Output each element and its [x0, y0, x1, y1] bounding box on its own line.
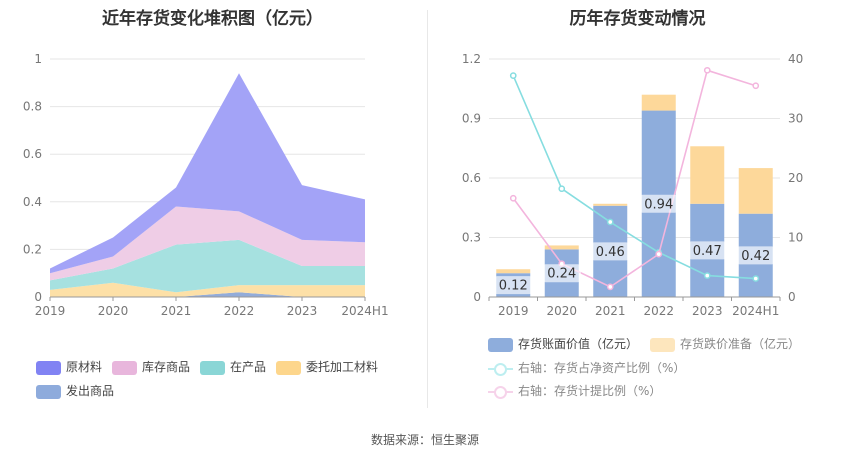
legend-item-raw-materials[interactable]: 原材料 [36, 359, 102, 375]
data-label: 0.42 [741, 249, 770, 264]
y-tick-label: 0.6 [23, 147, 42, 161]
legend-swatch [200, 360, 225, 375]
legend-label: 右轴：存货占净资产比例（%） [518, 361, 686, 375]
bar-impairment [641, 94, 676, 111]
line-point [703, 66, 711, 74]
bar-impairment [496, 269, 531, 274]
legend-label: 委托加工材料 [306, 360, 379, 374]
legend-swatch [650, 337, 675, 352]
legend-item-impairment[interactable]: 存货跌价准备（亿元） [650, 336, 800, 352]
line-point [752, 82, 760, 90]
line-point [655, 250, 663, 258]
legend-item-book-value[interactable]: 存货账面价值（亿元） [488, 336, 638, 352]
legend-label: 存货账面价值（亿元） [518, 337, 639, 351]
bar-impairment [593, 203, 628, 206]
y-tick-label: 0.2 [23, 242, 42, 256]
line-series [512, 75, 756, 280]
x-tick-label: 2021 [161, 304, 192, 318]
bar-line-combo-chart: 0 0.3 0.6 0.9 1.2 0 10 20 30 40 2019 2020 2021 2022 20… [462, 52, 803, 318]
legend-swatch [36, 384, 61, 399]
x-tick-label: 2020 [546, 304, 577, 318]
inventory-change-chart-panel: 历年存货变动情况 0 0.3 0.6 0.9 1.2 0 10 20 30 40 2019 2020 2… [425, 0, 850, 420]
right-legend: 存货账面价值（亿元） 存货跌价准备（亿元） 右轴：存货占净资产比例（%） 右轴：… [425, 0, 850, 420]
data-label: 0.46 [596, 245, 625, 260]
y-left-tick-label: 0.3 [462, 231, 481, 245]
line-series [512, 69, 756, 288]
data-source: 数据来源：恒生聚源 [370, 433, 479, 447]
y-tick-label: 0.8 [23, 100, 42, 114]
x-tick-label: 2022 [224, 304, 255, 318]
legend-label: 发出商品 [66, 384, 115, 398]
stacked-area-chart: 0 0.2 0.4 0.6 0.8 1 2019 2020 2021 2022 2023 2024H1 [23, 52, 389, 318]
legend-label: 存货跌价准备（亿元） [680, 337, 801, 351]
data-label-bg [688, 241, 727, 260]
legend-swatch [276, 360, 301, 375]
x-tick-label: 2024H1 [732, 304, 779, 318]
area-series [50, 73, 365, 274]
x-tick-label: 2023 [287, 304, 318, 318]
data-label-bg [542, 264, 581, 283]
x-tick-label: 2024H1 [341, 304, 388, 318]
right-chart-title: 历年存货变动情况 [569, 9, 706, 29]
line-point [606, 218, 614, 226]
y-left-tick-label: 0.6 [462, 171, 481, 185]
legend-item-wip[interactable]: 在产品 [200, 359, 266, 375]
line-point [606, 283, 614, 291]
area-series [50, 282, 365, 297]
y-right-tick-label: 40 [788, 52, 803, 66]
data-label: 0.94 [644, 197, 673, 212]
x-tick-label: 2021 [595, 304, 626, 318]
legend-label: 右轴：存货计提比例（%） [518, 384, 662, 398]
area-series [50, 239, 365, 293]
legend-line-swatch [488, 385, 513, 399]
area-series [50, 206, 365, 281]
line-point [703, 272, 711, 279]
bar-impairment [544, 245, 579, 250]
legend-swatch [488, 337, 513, 352]
y-right-tick-label: 10 [788, 231, 803, 245]
x-tick-label: 2019 [35, 304, 66, 318]
x-tick-label: 2019 [498, 304, 529, 318]
legend-label: 在产品 [230, 360, 267, 374]
data-label-bg [639, 194, 678, 213]
panel-divider [427, 10, 428, 408]
line-point [752, 275, 760, 282]
y-tick-label: 0.4 [23, 195, 42, 209]
line-point [509, 194, 517, 202]
legend-line-swatch [488, 362, 513, 376]
data-label: 0.47 [693, 244, 722, 259]
x-tick-label: 2023 [692, 304, 723, 318]
y-tick-label: 0 [34, 290, 42, 304]
y-left-tick-label: 0.9 [462, 112, 481, 126]
y-left-tick-label: 0 [473, 290, 481, 304]
y-right-tick-label: 30 [788, 112, 803, 126]
bar-impairment [690, 146, 725, 204]
data-label-bg [591, 242, 630, 261]
left-chart-title: 近年存货变化堆积图（亿元） [102, 9, 323, 29]
y-right-tick-label: 20 [788, 171, 803, 185]
legend-label: 库存商品 [142, 360, 191, 374]
line-point [509, 72, 517, 80]
y-right-tick-label: 0 [788, 290, 796, 304]
y-tick-label: 1 [34, 52, 42, 66]
legend-swatch [112, 360, 137, 375]
data-label-bg [736, 246, 775, 265]
data-label: 0.12 [499, 279, 528, 294]
left-legend: 原材料 库存商品 在产品 委托加工材料 发出商品 [0, 0, 425, 420]
line-point [558, 185, 566, 193]
legend-item-finished-goods[interactable]: 库存商品 [112, 359, 190, 375]
stacked-area-chart-panel: 近年存货变化堆积图（亿元） 0 0.2 0.4 0.6 0.8 1 2019 2020 2021… [0, 0, 425, 420]
x-tick-label: 2020 [98, 304, 129, 318]
bar-impairment [738, 168, 773, 214]
legend-item-goods-shipped[interactable]: 发出商品 [36, 383, 114, 399]
legend-item-consigned-materials[interactable]: 委托加工材料 [276, 359, 378, 375]
legend-item-provision-ratio[interactable]: 右轴：存货计提比例（%） [488, 383, 661, 399]
legend-item-net-asset-ratio[interactable]: 右轴：存货占净资产比例（%） [488, 360, 685, 376]
legend-swatch [36, 360, 61, 375]
data-label: 0.24 [547, 267, 576, 282]
x-tick-label: 2022 [643, 304, 674, 318]
y-left-tick-label: 1.2 [462, 52, 481, 66]
data-label-bg [494, 276, 533, 295]
legend-label: 原材料 [66, 360, 103, 374]
